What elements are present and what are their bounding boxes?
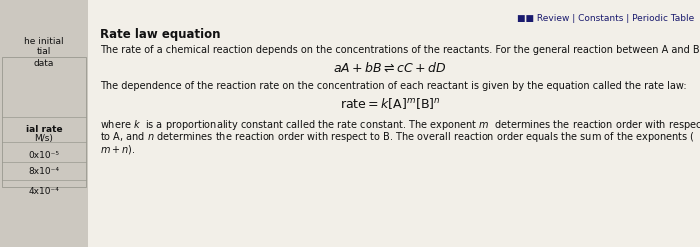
Text: M/s): M/s) <box>34 135 53 144</box>
Bar <box>88 0 700 247</box>
Text: The dependence of the reaction rate on the concentration of each reactant is giv: The dependence of the reaction rate on t… <box>100 81 687 91</box>
Text: to $\mathrm{A}$, and $n$ determines the reaction order with respect to $\mathrm{: to $\mathrm{A}$, and $n$ determines the … <box>100 130 694 144</box>
Text: 4x10⁻⁴: 4x10⁻⁴ <box>29 187 60 197</box>
Text: The rate of a chemical reaction depends on the concentrations of the reactants. : The rate of a chemical reaction depends … <box>100 45 700 55</box>
Text: $\mathrm{rate} = k[\mathrm{A}]^m[\mathrm{B}]^n$: $\mathrm{rate} = k[\mathrm{A}]^m[\mathrm… <box>340 97 440 111</box>
Text: where $k$  is a proportionality constant called the rate constant. The exponent : where $k$ is a proportionality constant … <box>100 118 700 132</box>
Bar <box>0 0 88 247</box>
Text: $m+n$).: $m+n$). <box>100 143 135 156</box>
Text: ial rate: ial rate <box>26 124 62 133</box>
Text: Rate law equation: Rate law equation <box>100 28 220 41</box>
Text: he initial: he initial <box>25 38 64 46</box>
Bar <box>2 57 86 187</box>
Text: tial: tial <box>37 47 51 57</box>
Text: ■■ Review | Constants | Periodic Table: ■■ Review | Constants | Periodic Table <box>517 15 694 23</box>
Text: data: data <box>34 60 54 68</box>
Text: 8x10⁻⁴: 8x10⁻⁴ <box>29 167 60 177</box>
Text: 0x10⁻⁵: 0x10⁻⁵ <box>29 150 60 160</box>
Text: $aA + bB \rightleftharpoons cC + dD$: $aA + bB \rightleftharpoons cC + dD$ <box>333 61 447 75</box>
